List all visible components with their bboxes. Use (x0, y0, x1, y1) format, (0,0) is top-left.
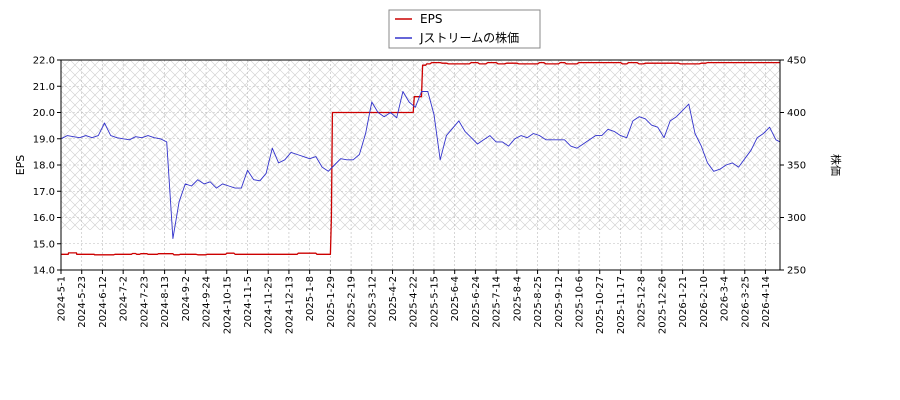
x-tick-label: 2025-1-8 (305, 276, 316, 321)
x-tick-label: 2026-4-14 (761, 276, 772, 328)
legend-label-eps: EPS (420, 12, 442, 26)
x-tick-label: 2024-5-1 (57, 276, 68, 321)
right-tick-label: 250 (787, 266, 806, 277)
x-tick-label: 2024-11-25 (264, 276, 275, 334)
x-tick-label: 2025-3-12 (367, 276, 378, 328)
right-tick-label: 300 (787, 213, 806, 224)
right-axis-label: 株価 (829, 154, 843, 176)
x-tick-label: 2025-12-26 (657, 276, 668, 334)
series-line-eps (61, 61, 780, 256)
series-layer (61, 61, 780, 256)
left-tick-label: 22.0 (33, 56, 55, 67)
x-tick-label: 2024-9-24 (202, 276, 213, 328)
x-tick-label: 2025-1-29 (326, 276, 337, 328)
x-tick-label: 2025-11-17 (616, 276, 627, 334)
x-tick-label: 2025-10-6 (575, 276, 586, 328)
legend-label-price: Jストリームの株価 (419, 30, 519, 45)
x-tick-label: 2024-5-23 (77, 276, 88, 328)
left-tick-label: 19.0 (33, 134, 55, 145)
x-tick-label: 2025-10-27 (595, 276, 606, 334)
x-tick-label: 2025-7-14 (492, 276, 503, 328)
x-tick-label: 2024-9-2 (181, 276, 192, 321)
x-tick-label: 2024-12-13 (284, 276, 295, 334)
x-tick-label: 2025-8-4 (512, 276, 523, 321)
x-axis-ticks: 2024-5-1 2024-5-23 2024-6-12 2024-7-2 2024-7… (57, 270, 772, 334)
x-tick-label: 2024-8-13 (160, 276, 171, 328)
right-axis-ticks: 250 300 350 400 450 (780, 56, 806, 277)
x-tick-label: 2026-3-4 (720, 276, 731, 321)
left-tick-label: 14.0 (33, 266, 55, 277)
left-tick-label: 15.0 (33, 239, 55, 250)
x-tick-label: 2025-12-8 (637, 276, 648, 328)
left-tick-label: 17.0 (33, 187, 55, 198)
left-tick-label: 16.0 (33, 213, 55, 224)
legend: EPS Jストリームの株価 (388, 9, 541, 49)
series-line-price (61, 91, 780, 239)
x-tick-label: 2024-7-23 (139, 276, 150, 328)
left-tick-label: 21.0 (33, 82, 55, 93)
x-tick-label: 2026-3-25 (740, 276, 751, 328)
x-tick-label: 2026-2-10 (699, 276, 710, 328)
x-tick-label: 2024-10-15 (222, 276, 233, 334)
right-tick-label: 400 (787, 108, 806, 119)
x-tick-label: 2025-4-22 (409, 276, 420, 328)
x-tick-label: 2024-7-2 (119, 276, 130, 321)
x-tick-label: 2024-11-5 (243, 276, 254, 328)
right-tick-label: 350 (787, 161, 806, 172)
x-tick-label: 2026-1-21 (678, 276, 689, 328)
gridlines (60, 59, 780, 271)
left-axis-label: EPS (14, 155, 27, 176)
x-tick-label: 2025-2-19 (347, 276, 358, 328)
left-axis-ticks: 14.0 15.0 16.0 17.0 18.0 19.0 20.0 21.0 22.0 (33, 56, 61, 277)
x-tick-label: 2025-8-25 (533, 276, 544, 328)
x-tick-label: 2024-6-12 (98, 276, 109, 328)
left-tick-label: 18.0 (33, 161, 55, 172)
x-tick-label: 2025-5-15 (429, 276, 440, 328)
left-tick-label: 20.0 (33, 108, 55, 119)
legend-box (388, 9, 541, 49)
plot-hatch (61, 60, 780, 230)
x-tick-label: 2025-6-24 (471, 276, 482, 328)
right-tick-label: 450 (787, 56, 806, 67)
x-tick-label: 2025-9-12 (554, 276, 565, 328)
x-tick-label: 2025-4-2 (388, 276, 399, 321)
x-tick-label: 2025-6-4 (450, 276, 461, 321)
